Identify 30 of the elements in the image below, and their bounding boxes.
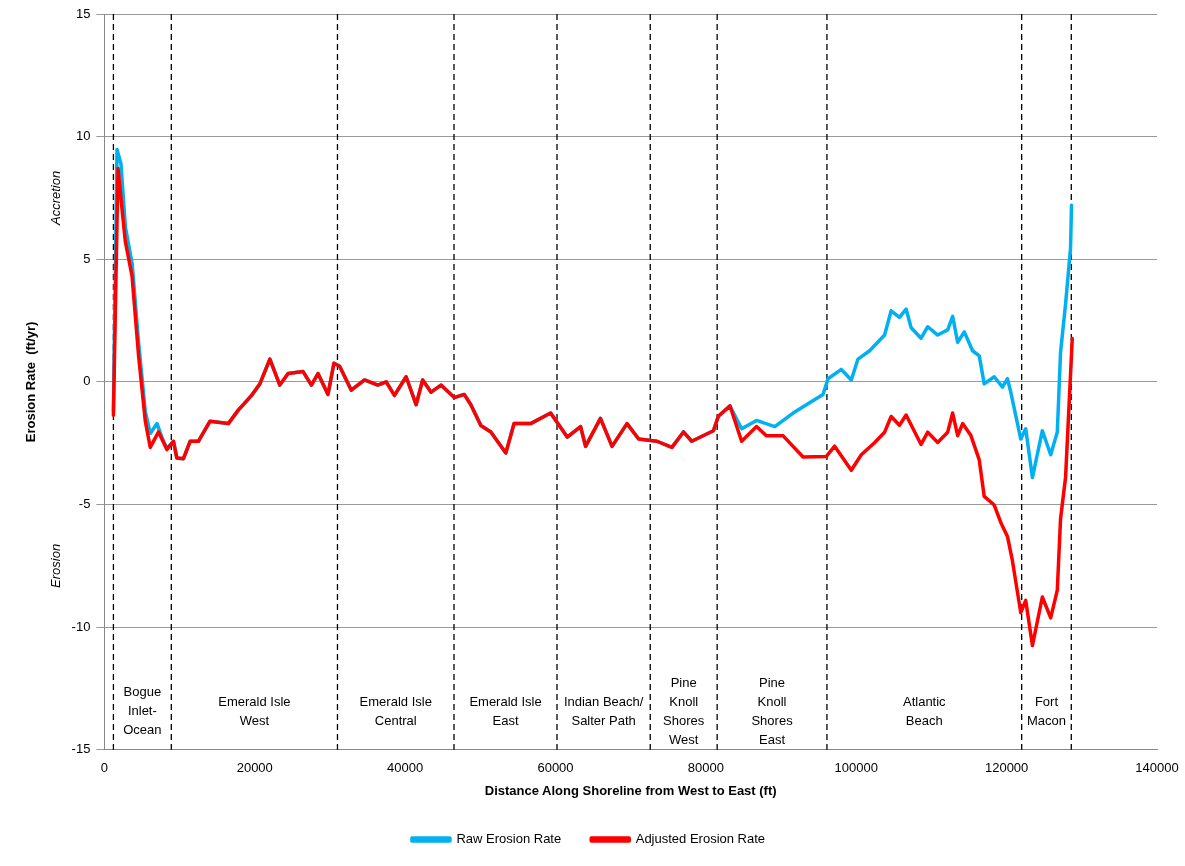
annotation: Bogue Inlet- Ocean <box>123 684 162 738</box>
annotation: Emerald Isle Central <box>359 693 432 728</box>
x-tick-label: 80000 <box>687 760 724 776</box>
text: Erosion <box>48 543 63 588</box>
x-tick-label: 20000 <box>236 760 273 776</box>
y-tick-label: -10 <box>71 618 91 634</box>
y-axis-title: Erosion Rate (ft/yr) <box>23 321 39 443</box>
y-tick-label: 15 <box>75 5 91 21</box>
annotation: Emerald Isle East <box>469 693 542 728</box>
x-tick-label: 40000 <box>387 760 424 776</box>
y-tick-label: 5 <box>83 250 91 266</box>
y-tick-label: 10 <box>75 128 91 144</box>
annotation: Pine Knoll Shores East <box>751 674 794 747</box>
annotation: Pine Knoll Shores West <box>663 674 705 747</box>
y-tick-label: -5 <box>78 496 91 512</box>
x-tick-label: 100000 <box>834 760 878 776</box>
x-tick-label: 140000 <box>1135 760 1179 776</box>
x-tick-label: 120000 <box>984 760 1029 776</box>
x-axis-title: Distance Along Shoreline from West to East (ft) <box>484 782 777 798</box>
text: Accretion <box>48 170 63 227</box>
x-tick-label: 60000 <box>537 760 574 776</box>
annotation: Fort Macon <box>1026 693 1066 728</box>
annotation: Emerald Isle West <box>218 693 291 728</box>
annotation: Indian Beach/ Salter Path <box>563 693 644 728</box>
annotation: Atlantic Beach <box>902 693 947 728</box>
legend-label: Raw Erosion Rate <box>456 831 562 847</box>
y-tick-label: 0 <box>83 373 91 389</box>
y-tick-label: -15 <box>71 741 91 757</box>
x-tick-label: 0 <box>100 760 109 776</box>
legend-label: Adjusted Erosion Rate <box>635 831 766 847</box>
